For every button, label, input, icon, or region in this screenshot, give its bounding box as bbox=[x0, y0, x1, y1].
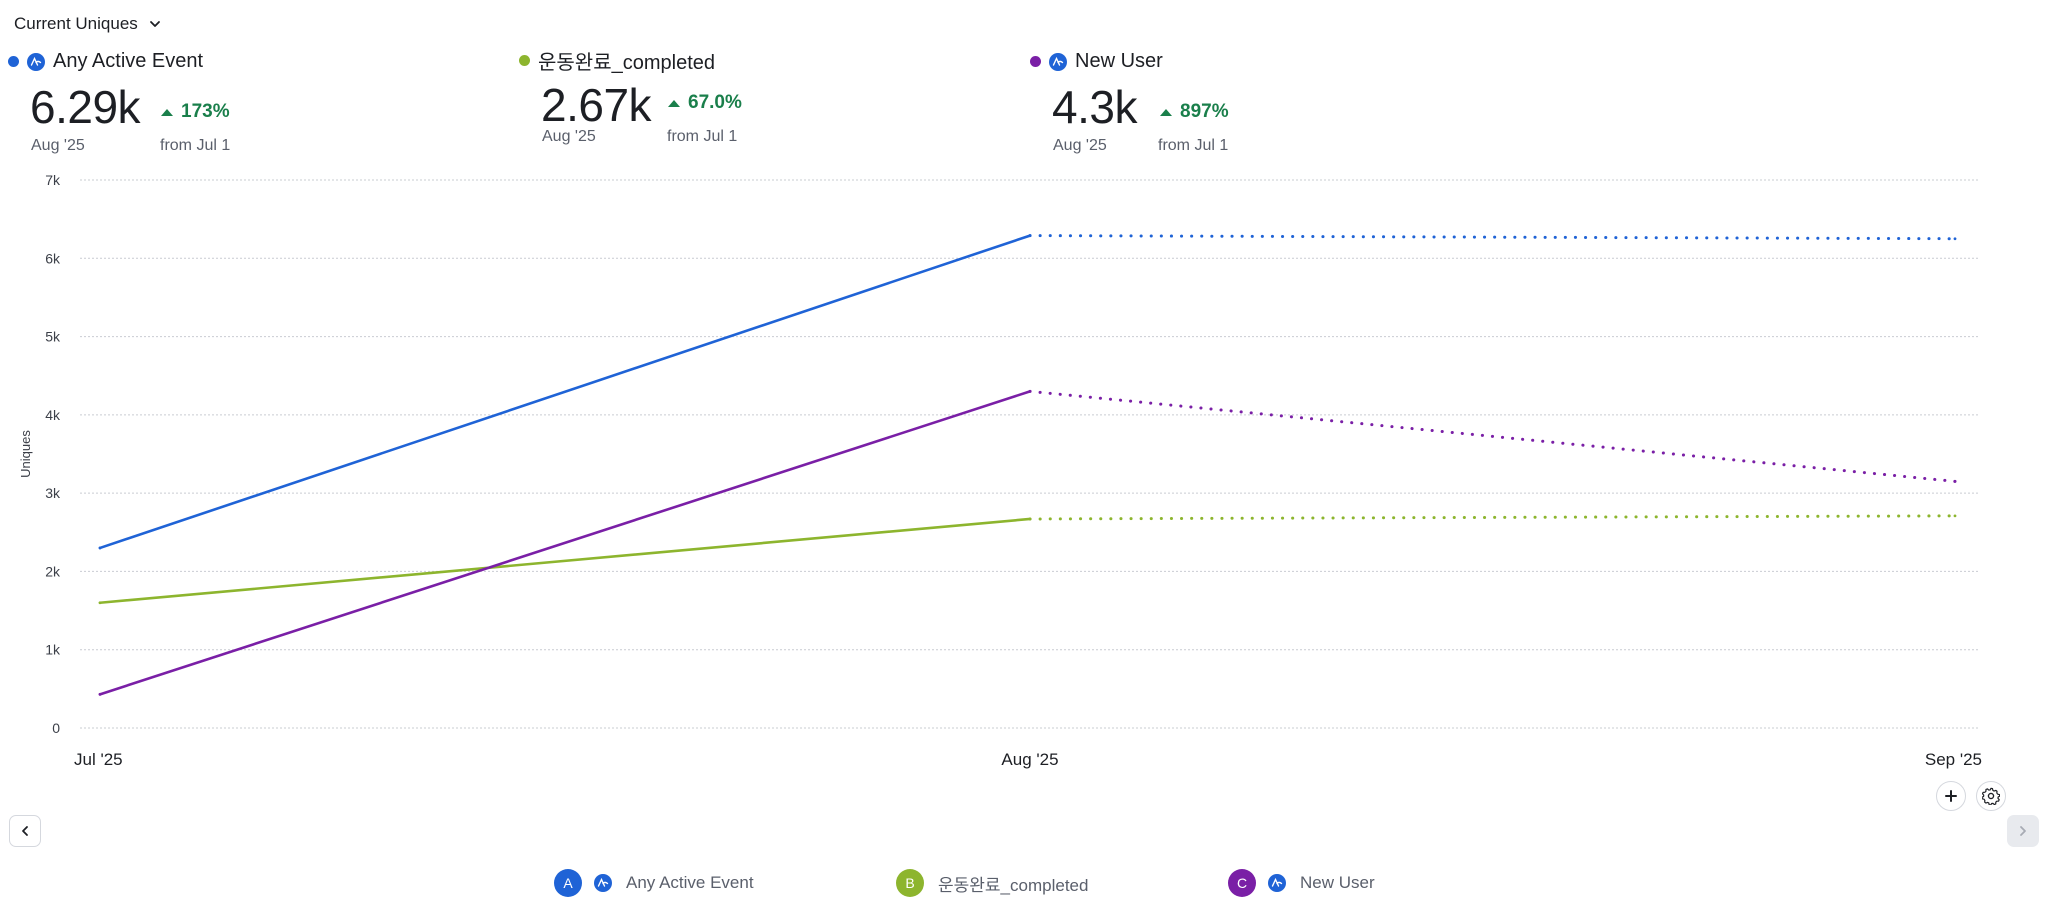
kpi-delta-value: 897% bbox=[1180, 101, 1229, 122]
y-tick-label: 1k bbox=[45, 642, 61, 658]
kpi-name: New User bbox=[1075, 50, 1163, 72]
add-button[interactable] bbox=[1936, 781, 1966, 811]
event-icon bbox=[1049, 52, 1067, 71]
series-color-dot bbox=[8, 56, 19, 67]
series-line-dotted bbox=[1028, 234, 1957, 241]
y-tick-label: 2k bbox=[45, 563, 61, 579]
event-icon bbox=[27, 52, 45, 71]
data-point bbox=[1028, 517, 1032, 521]
metric-selector-label: Current Uniques bbox=[14, 14, 138, 33]
chevron-down-icon bbox=[149, 21, 160, 27]
y-tick-label: 3k bbox=[45, 485, 61, 501]
settings-button[interactable] bbox=[1976, 781, 2006, 811]
legend-item-b[interactable]: B 운동완료_completed bbox=[896, 869, 1088, 897]
kpi-header: 운동완료_completed bbox=[519, 46, 715, 75]
legend-badge: B bbox=[896, 869, 924, 897]
kpi-from: from Jul 1 bbox=[667, 128, 738, 145]
data-point bbox=[1953, 237, 1957, 241]
next-button[interactable] bbox=[2007, 815, 2039, 847]
data-point bbox=[1953, 514, 1957, 518]
gear-icon bbox=[1982, 787, 2000, 805]
kpi-name: 운동완료_completed bbox=[538, 52, 715, 74]
series-color-dot bbox=[519, 55, 530, 66]
kpi-delta-value: 67.0% bbox=[688, 92, 742, 113]
kpi-delta: 67.0% bbox=[668, 92, 742, 114]
kpi-period: Aug '25 bbox=[542, 128, 596, 145]
data-point bbox=[1028, 234, 1032, 237]
legend-item-c[interactable]: C New User bbox=[1228, 869, 1375, 897]
legend-badge: C bbox=[1228, 869, 1256, 897]
event-icon bbox=[594, 874, 612, 892]
data-point bbox=[98, 692, 102, 696]
series-line-dotted bbox=[1028, 514, 1957, 521]
x-tick-label: Aug '25 bbox=[1001, 750, 1058, 769]
caret-up-icon bbox=[1160, 108, 1172, 116]
kpi-value: 4.3k bbox=[1052, 81, 1137, 133]
kpi-exercise-completed: 운동완료_completed 2.67k Aug '25 67.0% from … bbox=[519, 44, 879, 156]
caret-up-icon bbox=[161, 108, 173, 116]
y-tick-label: 0 bbox=[52, 720, 60, 736]
y-tick-label: 6k bbox=[45, 250, 61, 266]
kpi-name: Any Active Event bbox=[53, 50, 204, 72]
legend-label: Any Active Event bbox=[626, 873, 754, 892]
kpi-delta: 173% bbox=[161, 101, 230, 123]
legend-label: New User bbox=[1300, 873, 1375, 892]
kpi-from: from Jul 1 bbox=[160, 137, 231, 154]
line-chart: 0 1k 2k 3k 4k 5k 6k 7k Uniques Jul '25 Aug '25 Sep … bbox=[18, 172, 1982, 769]
metric-selector-dropdown[interactable]: Current Uniques bbox=[14, 10, 162, 38]
series-color-dot bbox=[1030, 56, 1041, 67]
legend-badge: A bbox=[554, 869, 582, 897]
event-icon bbox=[1268, 874, 1286, 892]
kpi-delta-value: 173% bbox=[181, 101, 230, 122]
kpi-header: New User bbox=[1030, 50, 1163, 73]
chevron-left-icon bbox=[22, 826, 28, 836]
data-point bbox=[98, 546, 102, 550]
y-axis-label: Uniques bbox=[18, 430, 33, 478]
chevron-right-icon bbox=[2020, 826, 2026, 836]
legend-item-a[interactable]: A Any Active Event bbox=[554, 869, 754, 897]
kpi-header: Any Active Event bbox=[8, 50, 203, 73]
x-tick-label: Sep '25 bbox=[1925, 750, 1982, 769]
series-line-dotted bbox=[1028, 389, 1957, 483]
plus-icon bbox=[1945, 790, 1957, 802]
y-tick-label: 5k bbox=[45, 329, 61, 345]
series-line-solid bbox=[98, 234, 1032, 550]
kpi-from: from Jul 1 bbox=[1158, 137, 1229, 154]
kpi-value: 6.29k bbox=[30, 81, 141, 133]
caret-up-icon bbox=[668, 99, 680, 107]
kpi-new-user: New User 4.3k Aug '25 897% from Jul 1 bbox=[1030, 48, 1390, 160]
y-tick-label: 7k bbox=[45, 172, 61, 188]
y-tick-label: 4k bbox=[45, 407, 61, 423]
kpi-period: Aug '25 bbox=[31, 137, 85, 154]
data-point bbox=[98, 601, 102, 605]
kpi-any-active-event: Any Active Event 6.29k Aug '25 173% from… bbox=[8, 48, 368, 160]
kpi-value: 2.67k bbox=[541, 79, 652, 131]
previous-button[interactable] bbox=[9, 815, 41, 847]
series-line-solid bbox=[98, 390, 1032, 696]
data-point bbox=[1953, 480, 1957, 483]
data-point bbox=[1028, 389, 1032, 393]
legend-label: 운동완료_completed bbox=[938, 875, 1089, 895]
kpi-period: Aug '25 bbox=[1053, 137, 1107, 154]
x-tick-label: Jul '25 bbox=[74, 750, 123, 769]
series-line-solid bbox=[98, 517, 1032, 605]
kpi-delta: 897% bbox=[1160, 101, 1229, 123]
